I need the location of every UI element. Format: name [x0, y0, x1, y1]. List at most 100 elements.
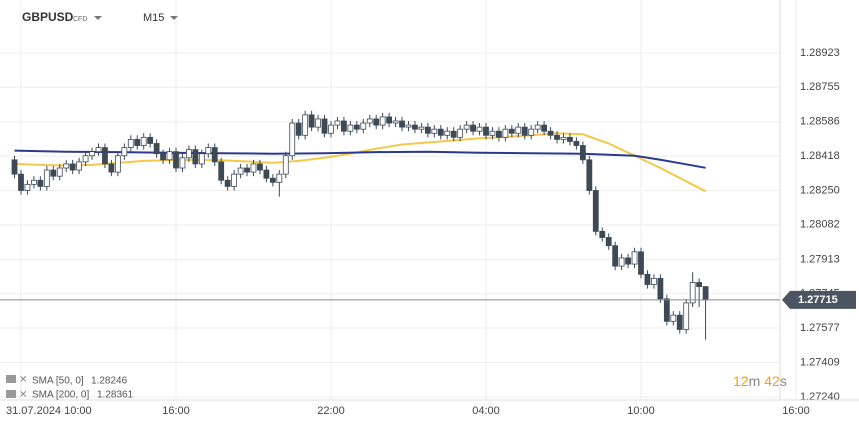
legend: ✕ SMA [50, 0] 1.28246 ✕ SMA [200, 0] 1.2…	[6, 375, 134, 401]
candle-body	[489, 130, 496, 136]
candle-body	[224, 179, 231, 187]
legend-name: SMA [50, 0]	[32, 376, 84, 387]
candle-body	[360, 122, 367, 130]
candle-body	[198, 153, 205, 165]
candle-body	[618, 257, 625, 267]
candle-body	[244, 167, 250, 173]
candle-body	[24, 183, 31, 191]
legend-value: 1.28361	[97, 390, 134, 401]
candle-body	[534, 124, 541, 130]
y-tick-label: 1.28418	[800, 150, 840, 162]
candle-body	[483, 126, 489, 136]
dropdown-icon[interactable]	[94, 16, 102, 20]
candle-body	[315, 118, 321, 128]
candle-body	[554, 134, 560, 140]
candle-body	[147, 136, 154, 144]
candle-body	[250, 163, 257, 173]
x-tick-label: 04:00	[472, 405, 500, 417]
legend-close[interactable]: ✕	[19, 390, 27, 401]
legend-value: 1.28246	[91, 376, 128, 387]
candle-body	[63, 163, 70, 169]
x-tick-label: 22:00	[317, 405, 345, 417]
x-tick-label: 16:00	[782, 405, 810, 417]
grid	[0, 0, 797, 400]
y-tick-label: 1.28755	[800, 81, 840, 93]
candle-body	[140, 136, 147, 146]
candle-body	[586, 159, 593, 191]
candle-body	[579, 145, 586, 161]
candle-body	[153, 143, 160, 155]
candle-body	[392, 120, 399, 124]
legend-icon[interactable]	[6, 375, 16, 383]
candle-body	[282, 155, 289, 175]
legend-close[interactable]: ✕	[19, 375, 27, 386]
candle-body	[605, 237, 612, 247]
candle-body	[592, 190, 599, 232]
sma-line	[14, 149, 706, 169]
y-tick-label: 1.28923	[800, 47, 840, 59]
candle-body	[289, 122, 296, 157]
price-label: 1.27715	[798, 294, 838, 306]
candle-body	[37, 179, 44, 187]
dropdown-icon[interactable]	[170, 16, 178, 20]
candle-body	[341, 120, 347, 132]
candle-body	[424, 126, 431, 134]
candle-body	[476, 126, 483, 132]
candle-body	[702, 286, 709, 301]
legend-icon[interactable]	[6, 390, 16, 398]
candle-body	[179, 157, 186, 169]
candle-body	[463, 124, 470, 130]
candle-body	[657, 277, 664, 300]
candle-body	[257, 163, 263, 171]
candle-body	[366, 118, 373, 124]
indicators	[14, 132, 707, 193]
candle-body	[431, 128, 438, 134]
y-tick-label: 1.27240	[800, 391, 840, 403]
candle-body	[683, 302, 690, 330]
candle-body	[638, 251, 644, 275]
candle-body	[521, 126, 528, 136]
candle-body	[567, 136, 573, 142]
candle-body	[328, 124, 334, 134]
candle-body	[612, 245, 619, 267]
candle-body	[450, 130, 457, 138]
symbol[interactable]: GBPUSD	[22, 10, 74, 24]
price-tag	[782, 290, 856, 309]
candle-body	[102, 147, 108, 165]
candle-body	[186, 149, 192, 159]
candle-body	[412, 124, 418, 130]
candle-body	[205, 147, 212, 155]
x-tick-label: 31.07.2024 10:00	[6, 405, 92, 417]
candle-body	[418, 126, 425, 130]
candle-body	[347, 124, 354, 132]
sma-line	[14, 132, 707, 193]
candle-body	[631, 251, 638, 265]
candle-body	[134, 138, 141, 146]
candle-body	[405, 124, 412, 128]
candle-body	[528, 128, 535, 136]
candle-body	[676, 314, 683, 330]
candle-body	[192, 149, 199, 165]
interval[interactable]: M15	[143, 12, 164, 24]
y-tick-label: 1.27577	[800, 322, 840, 334]
candle-body	[573, 141, 580, 146]
candle-body	[263, 169, 270, 179]
candle-body	[295, 122, 302, 136]
candle-body	[160, 153, 166, 161]
candle-body	[269, 177, 276, 183]
candle-body	[308, 114, 315, 128]
candle-body	[508, 128, 515, 134]
candle-body	[173, 151, 179, 169]
candle-body	[541, 124, 548, 132]
candles	[11, 110, 709, 340]
y-tick-label: 1.28082	[800, 219, 840, 231]
y-tick-label: 1.27409	[800, 356, 840, 368]
candle-body	[69, 163, 76, 171]
candle-body	[437, 128, 444, 136]
x-tick-label: 10:00	[627, 405, 655, 417]
candle-body	[302, 114, 309, 136]
candle-body	[334, 120, 341, 126]
candle-body	[127, 138, 134, 148]
candle-body	[599, 230, 606, 238]
candle-body	[56, 167, 63, 177]
